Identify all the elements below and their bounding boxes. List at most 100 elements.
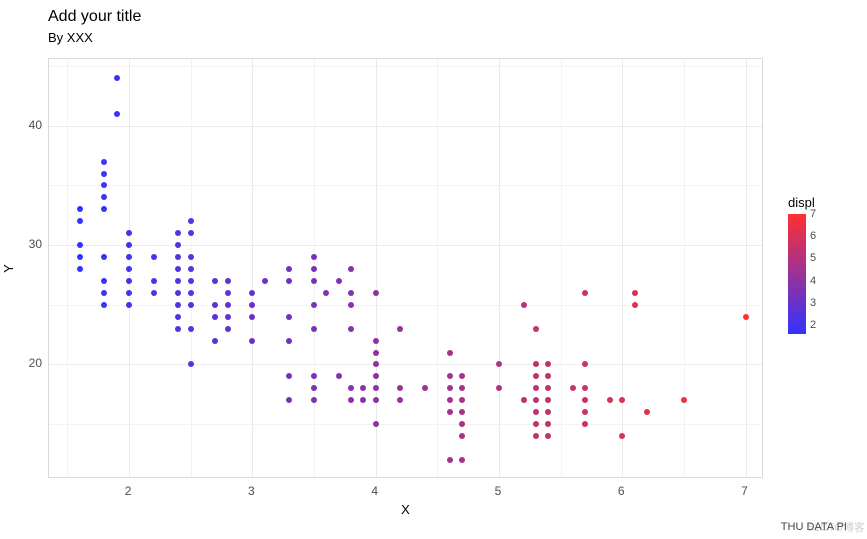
data-point bbox=[582, 409, 588, 415]
data-point bbox=[459, 421, 465, 427]
data-point bbox=[286, 278, 292, 284]
data-point bbox=[126, 254, 132, 260]
data-point bbox=[101, 278, 107, 284]
data-point bbox=[336, 373, 342, 379]
data-point bbox=[286, 266, 292, 272]
legend-ticks: 234567 bbox=[810, 214, 840, 334]
legend-tick-label: 4 bbox=[810, 275, 816, 287]
data-point bbox=[533, 385, 539, 391]
gridline-v bbox=[376, 59, 377, 477]
data-point bbox=[459, 385, 465, 391]
data-point bbox=[225, 290, 231, 296]
data-point bbox=[459, 457, 465, 463]
data-point bbox=[212, 302, 218, 308]
legend-title: displ bbox=[788, 195, 858, 210]
data-point bbox=[373, 290, 379, 296]
data-point bbox=[348, 290, 354, 296]
data-point bbox=[175, 290, 181, 296]
data-point bbox=[496, 385, 502, 391]
x-tick-label: 7 bbox=[741, 484, 748, 498]
data-point bbox=[101, 206, 107, 212]
data-point bbox=[533, 326, 539, 332]
data-point bbox=[521, 302, 527, 308]
data-point bbox=[175, 278, 181, 284]
data-point bbox=[360, 397, 366, 403]
data-point bbox=[286, 314, 292, 320]
data-point bbox=[249, 338, 255, 344]
data-point bbox=[582, 397, 588, 403]
data-point bbox=[175, 302, 181, 308]
data-point bbox=[175, 326, 181, 332]
y-tick-label: 40 bbox=[12, 118, 42, 132]
data-point bbox=[447, 409, 453, 415]
chart-container: Add your title By XXX Y X displ 234567 T… bbox=[0, 0, 867, 539]
data-point bbox=[126, 242, 132, 248]
data-point bbox=[175, 230, 181, 236]
data-point bbox=[607, 397, 613, 403]
gridline-v-minor bbox=[67, 59, 68, 477]
data-point bbox=[545, 385, 551, 391]
data-point bbox=[225, 302, 231, 308]
data-point bbox=[681, 397, 687, 403]
data-point bbox=[743, 314, 749, 320]
data-point bbox=[570, 385, 576, 391]
data-point bbox=[225, 314, 231, 320]
data-point bbox=[582, 290, 588, 296]
data-point bbox=[175, 314, 181, 320]
data-point bbox=[521, 397, 527, 403]
data-point bbox=[619, 397, 625, 403]
data-point bbox=[447, 385, 453, 391]
data-point bbox=[212, 314, 218, 320]
data-point bbox=[397, 397, 403, 403]
data-point bbox=[545, 421, 551, 427]
data-point bbox=[126, 302, 132, 308]
gridline-v bbox=[622, 59, 623, 477]
data-point bbox=[644, 409, 650, 415]
data-point bbox=[175, 266, 181, 272]
data-point bbox=[101, 171, 107, 177]
data-point bbox=[151, 278, 157, 284]
data-point bbox=[373, 421, 379, 427]
x-tick-label: 6 bbox=[618, 484, 625, 498]
x-tick-label: 5 bbox=[495, 484, 502, 498]
data-point bbox=[459, 397, 465, 403]
data-point bbox=[311, 302, 317, 308]
x-tick-label: 2 bbox=[125, 484, 132, 498]
data-point bbox=[249, 314, 255, 320]
data-point bbox=[533, 361, 539, 367]
data-point bbox=[422, 385, 428, 391]
data-point bbox=[619, 433, 625, 439]
data-point bbox=[348, 302, 354, 308]
data-point bbox=[373, 373, 379, 379]
data-point bbox=[114, 75, 120, 81]
data-point bbox=[188, 302, 194, 308]
data-point bbox=[188, 326, 194, 332]
gridline-h bbox=[49, 126, 762, 127]
x-tick-label: 4 bbox=[371, 484, 378, 498]
data-point bbox=[545, 409, 551, 415]
data-point bbox=[77, 242, 83, 248]
data-point bbox=[311, 266, 317, 272]
data-point bbox=[249, 290, 255, 296]
data-point bbox=[373, 397, 379, 403]
data-point bbox=[311, 254, 317, 260]
data-point bbox=[225, 278, 231, 284]
data-point bbox=[188, 278, 194, 284]
plot-panel bbox=[48, 58, 763, 478]
data-point bbox=[286, 397, 292, 403]
data-point bbox=[249, 302, 255, 308]
data-point bbox=[373, 385, 379, 391]
data-point bbox=[126, 290, 132, 296]
data-point bbox=[360, 385, 366, 391]
data-point bbox=[397, 326, 403, 332]
data-point bbox=[212, 278, 218, 284]
data-point bbox=[533, 409, 539, 415]
data-point bbox=[348, 266, 354, 272]
data-point bbox=[77, 206, 83, 212]
data-point bbox=[77, 218, 83, 224]
data-point bbox=[101, 302, 107, 308]
data-point bbox=[397, 385, 403, 391]
chart-title: Add your title bbox=[48, 8, 141, 26]
data-point bbox=[188, 218, 194, 224]
data-point bbox=[225, 326, 231, 332]
